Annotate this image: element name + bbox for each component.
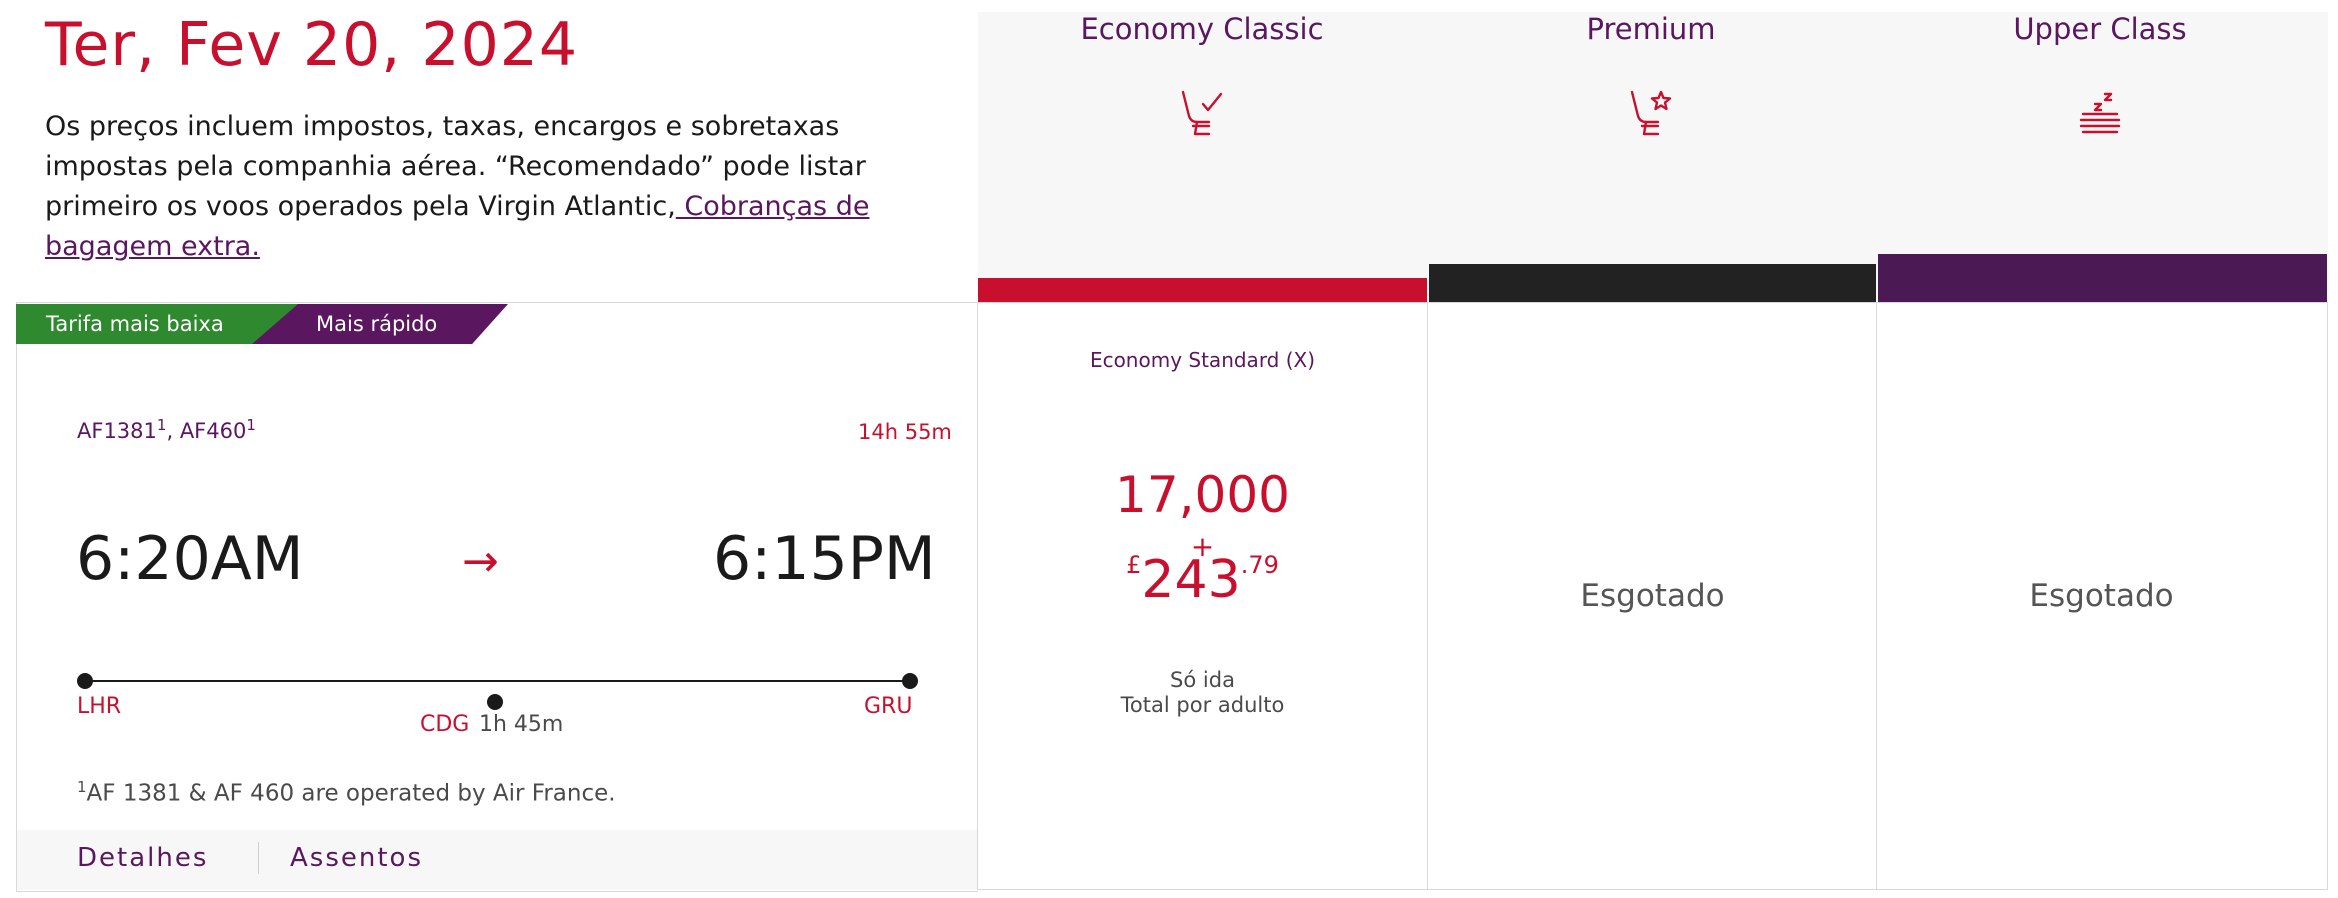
disclaimer-text: Os preços incluem impostos, taxas, encar…	[45, 111, 866, 222]
route-line	[85, 680, 910, 682]
trip-type: Só ida	[1170, 668, 1235, 692]
flight-code-1: AF1381	[77, 419, 157, 443]
cabin-bar-economy	[978, 278, 1427, 302]
layover-duration: 1h 45m	[479, 712, 564, 737]
footnote-marker: 1	[77, 778, 87, 796]
arrival-time: 6:15PM	[713, 524, 936, 594]
stop-airport: CDG	[420, 712, 470, 737]
flight-code-2: AF460	[179, 419, 247, 443]
cabin-header-panel	[978, 12, 2328, 302]
operator-footnote: 1AF 1381 & AF 460 are operated by Air Fr…	[77, 778, 616, 807]
footer-divider	[258, 842, 259, 874]
details-link[interactable]: Detalhes	[77, 843, 209, 873]
fare-note: Só ida Total por adulto	[978, 668, 1427, 718]
seat-star-icon	[1427, 86, 1875, 136]
origin-airport: LHR	[77, 694, 122, 719]
per-adult-label: Total por adulto	[1120, 693, 1285, 717]
cabin-bar-premium	[1429, 264, 1876, 302]
fare-cell-upper	[1877, 302, 2328, 890]
fare-miles: 17,000	[1115, 466, 1290, 524]
tag-lowest-fare: Tarifa mais baixa	[16, 304, 306, 344]
fare-amount: 243	[1141, 550, 1241, 610]
cabin-title-economy: Economy Classic	[1080, 12, 1324, 46]
destination-dot	[902, 673, 918, 689]
fare-price: £243.79	[978, 550, 1427, 610]
fare-plus: +	[1190, 530, 1215, 563]
arrow-right-icon: →	[462, 536, 499, 587]
cabin-bar-upper	[1878, 254, 2327, 302]
flight-code-separator: ,	[166, 419, 174, 443]
page-title: Ter, Fev 20, 2024	[45, 10, 579, 80]
seat-check-icon	[978, 86, 1426, 136]
premium-sold-out: Esgotado	[1580, 578, 1725, 614]
flight-numbers: AF13811, AF4601	[77, 416, 256, 443]
flight-code-1-note: 1	[156, 416, 167, 434]
fare-cell-premium	[1428, 302, 1877, 890]
origin-dot	[77, 673, 93, 689]
seats-link[interactable]: Assentos	[290, 843, 423, 873]
baggage-fees-link[interactable]: Cobranças de bagagem extra.	[45, 191, 870, 262]
stop-dot	[487, 694, 503, 710]
tag-fastest: Mais rápido	[252, 304, 508, 344]
card-footer	[17, 830, 977, 890]
footnote-text: AF 1381 & AF 460 are operated by Air Fra…	[86, 780, 616, 807]
cabin-title-upper: Upper Class	[2013, 12, 2187, 46]
cabin-title-premium: Premium	[1586, 12, 1716, 46]
flatbed-zzz-icon	[1876, 86, 2324, 136]
fare-currency: £	[1126, 551, 1142, 579]
fare-cell-economy[interactable]	[977, 302, 1428, 890]
flight-duration: 14h 55m	[858, 420, 952, 444]
fare-type-label: Economy Standard (X)	[1089, 348, 1316, 372]
fare-cents: .79	[1240, 551, 1279, 579]
destination-airport: GRU	[864, 694, 913, 719]
flight-code-2-note: 1	[246, 416, 256, 434]
upper-sold-out: Esgotado	[2029, 578, 2174, 614]
departure-time: 6:20AM	[76, 524, 304, 594]
flight-card[interactable]	[16, 302, 978, 892]
price-disclaimer: Os preços incluem impostos, taxas, encar…	[45, 107, 915, 267]
